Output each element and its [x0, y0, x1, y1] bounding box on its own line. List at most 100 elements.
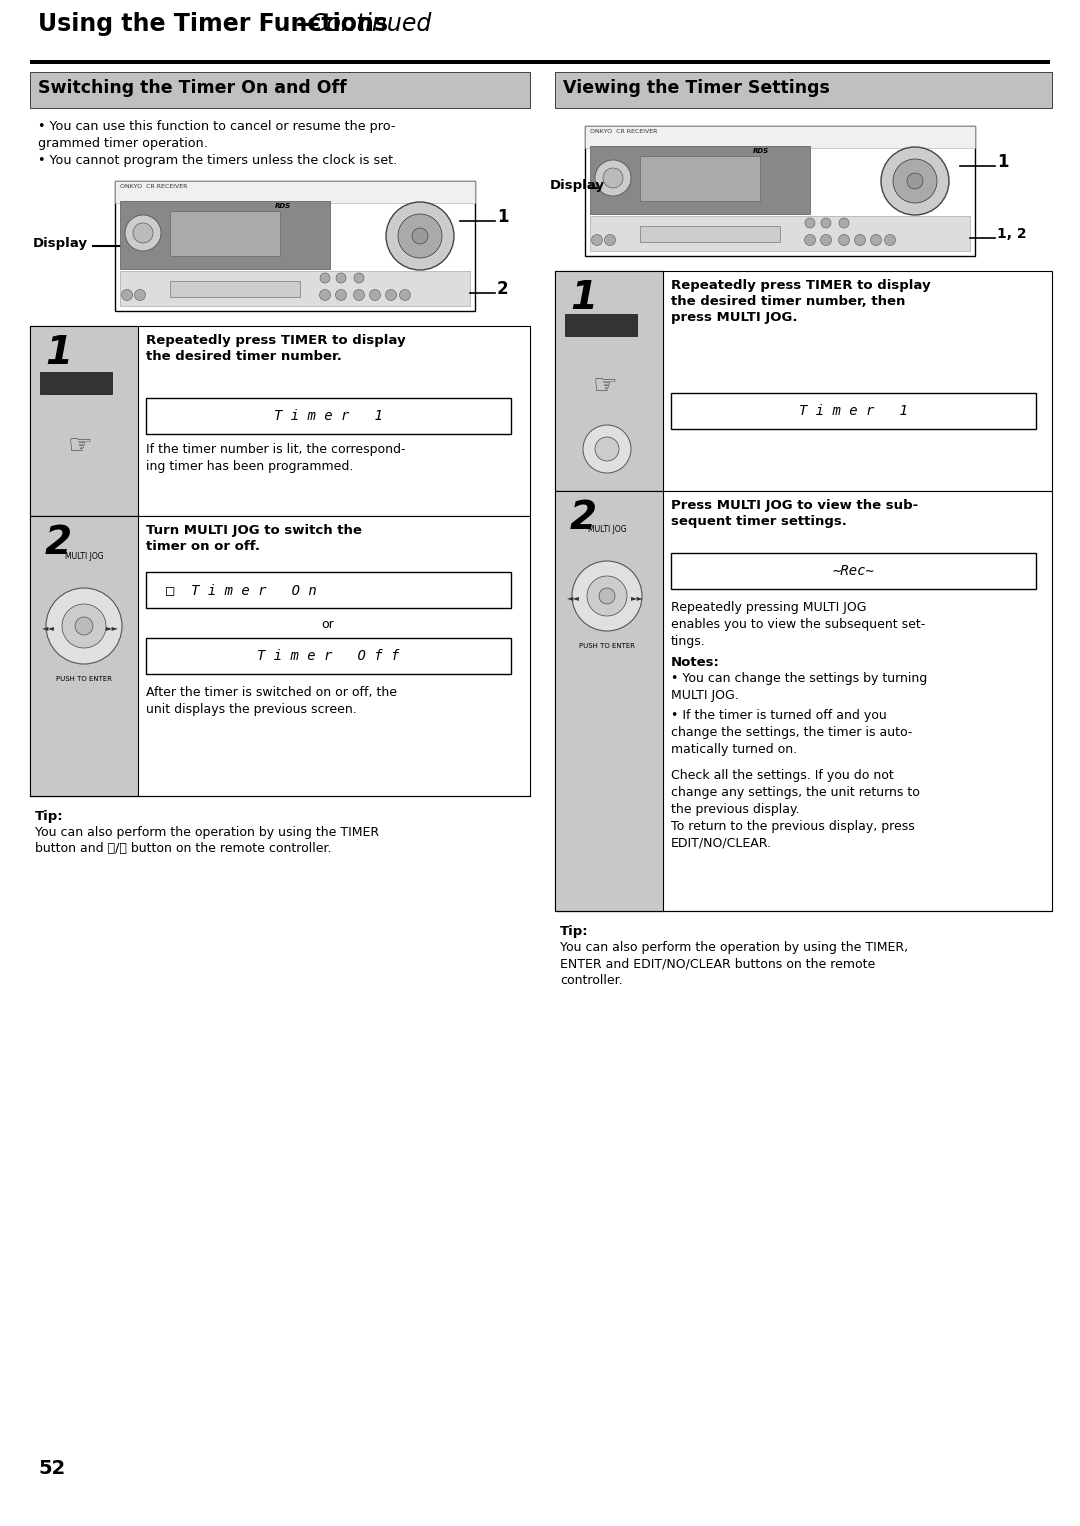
- Bar: [671, 552, 1036, 589]
- Text: RDS: RDS: [753, 148, 769, 154]
- Bar: [114, 182, 475, 311]
- Text: ∼Rec∼: ∼Rec∼: [832, 565, 874, 578]
- Circle shape: [603, 168, 623, 188]
- Bar: [146, 572, 511, 607]
- Circle shape: [369, 290, 380, 301]
- Text: 2: 2: [497, 279, 509, 298]
- Text: Tip:: Tip:: [561, 925, 589, 938]
- Circle shape: [399, 214, 442, 258]
- Text: —: —: [296, 12, 320, 37]
- Bar: [30, 327, 138, 516]
- Circle shape: [805, 235, 815, 246]
- Bar: [590, 146, 810, 214]
- Circle shape: [907, 172, 923, 189]
- Circle shape: [336, 290, 347, 301]
- Circle shape: [821, 235, 832, 246]
- Text: PUSH TO ENTER: PUSH TO ENTER: [579, 642, 635, 649]
- Text: ONKYO  CR RECEIVER: ONKYO CR RECEIVER: [120, 185, 187, 189]
- Circle shape: [320, 273, 330, 282]
- Text: Display: Display: [550, 179, 605, 191]
- Bar: [585, 127, 975, 148]
- Text: • You cannot program the timers unless the clock is set.: • You cannot program the timers unless t…: [38, 154, 397, 166]
- Text: □  T i m e r   O n: □ T i m e r O n: [166, 583, 316, 597]
- Circle shape: [411, 227, 428, 244]
- Bar: [555, 272, 1052, 491]
- Bar: [170, 281, 300, 298]
- Text: Repeatedly pressing MULTI JOG
enables you to view the subsequent set-
tings.: Repeatedly pressing MULTI JOG enables yo…: [671, 601, 926, 649]
- Circle shape: [400, 290, 410, 301]
- Text: 1: 1: [45, 334, 72, 372]
- Bar: [555, 272, 663, 491]
- Text: You can also perform the operation by using the TIMER,
ENTER and EDIT/NO/CLEAR b: You can also perform the operation by us…: [561, 942, 908, 987]
- Text: • You can use this function to cancel or resume the pro-
grammed timer operation: • You can use this function to cancel or…: [38, 121, 395, 150]
- Text: T i m e r   1: T i m e r 1: [273, 409, 382, 423]
- Text: Notes:: Notes:: [671, 656, 720, 668]
- Text: ONKYO  CR RECEIVER: ONKYO CR RECEIVER: [590, 130, 658, 134]
- Text: T i m e r   1: T i m e r 1: [798, 404, 907, 418]
- Circle shape: [336, 273, 346, 282]
- Bar: [565, 314, 637, 336]
- Bar: [30, 516, 138, 797]
- Text: Switching the Timer On and Off: Switching the Timer On and Off: [38, 79, 347, 98]
- Text: Check all the settings. If you do not
change any settings, the unit returns to
t: Check all the settings. If you do not ch…: [671, 769, 920, 850]
- Text: ☞: ☞: [68, 432, 93, 459]
- Text: RDS: RDS: [275, 203, 292, 209]
- Text: TIMER: TIMER: [585, 320, 617, 330]
- Text: 2: 2: [570, 499, 597, 537]
- Circle shape: [135, 290, 146, 301]
- Circle shape: [838, 235, 850, 246]
- Text: Press MULTI JOG to view the sub-
sequent timer settings.: Press MULTI JOG to view the sub- sequent…: [671, 499, 918, 528]
- Bar: [640, 226, 780, 243]
- Text: 1: 1: [997, 153, 1009, 171]
- Text: 1: 1: [497, 208, 509, 226]
- Text: ►►: ►►: [106, 624, 119, 632]
- Text: ◄◄: ◄◄: [567, 594, 580, 603]
- Circle shape: [121, 290, 133, 301]
- Bar: [585, 127, 975, 256]
- Text: 2: 2: [45, 523, 72, 562]
- Circle shape: [605, 235, 616, 246]
- Text: Repeatedly press TIMER to display
the desired timer number.: Repeatedly press TIMER to display the de…: [146, 334, 406, 363]
- Text: Viewing the Timer Settings: Viewing the Timer Settings: [563, 79, 829, 98]
- Text: • You can change the settings by turning
MULTI JOG.: • You can change the settings by turning…: [671, 671, 928, 702]
- Text: ☞: ☞: [593, 372, 618, 400]
- Bar: [30, 72, 530, 108]
- Circle shape: [354, 273, 364, 282]
- Text: MULTI JOG: MULTI JOG: [588, 525, 626, 534]
- Text: After the timer is switched on or off, the
unit displays the previous screen.: After the timer is switched on or off, t…: [146, 687, 397, 716]
- Bar: [146, 638, 511, 674]
- Bar: [30, 60, 1050, 64]
- Bar: [40, 372, 112, 394]
- Text: 52: 52: [38, 1459, 65, 1479]
- Text: Turn MULTI JOG to switch the
timer on or off.: Turn MULTI JOG to switch the timer on or…: [146, 523, 362, 552]
- Bar: [555, 491, 663, 911]
- Text: Tip:: Tip:: [35, 810, 64, 823]
- Text: 1, 2: 1, 2: [997, 227, 1027, 241]
- Text: T i m e r   O f f: T i m e r O f f: [257, 649, 400, 662]
- Text: Continued: Continued: [310, 12, 431, 37]
- Circle shape: [572, 562, 642, 630]
- Text: Display: Display: [33, 237, 87, 249]
- Circle shape: [805, 218, 815, 227]
- Circle shape: [46, 588, 122, 664]
- Circle shape: [893, 159, 937, 203]
- Circle shape: [386, 201, 454, 270]
- Bar: [30, 516, 530, 797]
- Text: Repeatedly press TIMER to display
the desired timer number, then
press MULTI JOG: Repeatedly press TIMER to display the de…: [671, 279, 931, 324]
- Circle shape: [821, 218, 831, 227]
- Circle shape: [353, 290, 365, 301]
- Text: PUSH TO ENTER: PUSH TO ENTER: [56, 676, 112, 682]
- Text: • If the timer is turned off and you
change the settings, the timer is auto-
mat: • If the timer is turned off and you cha…: [671, 710, 913, 755]
- Bar: [170, 211, 280, 256]
- Text: 1: 1: [570, 279, 597, 317]
- Bar: [555, 491, 1052, 911]
- Circle shape: [839, 218, 849, 227]
- Circle shape: [386, 290, 396, 301]
- Text: or: or: [322, 618, 335, 630]
- Bar: [120, 201, 330, 269]
- Circle shape: [62, 604, 106, 649]
- Bar: [555, 72, 1052, 108]
- Text: Using the Timer Functions: Using the Timer Functions: [38, 12, 388, 37]
- Bar: [120, 272, 470, 307]
- Circle shape: [870, 235, 881, 246]
